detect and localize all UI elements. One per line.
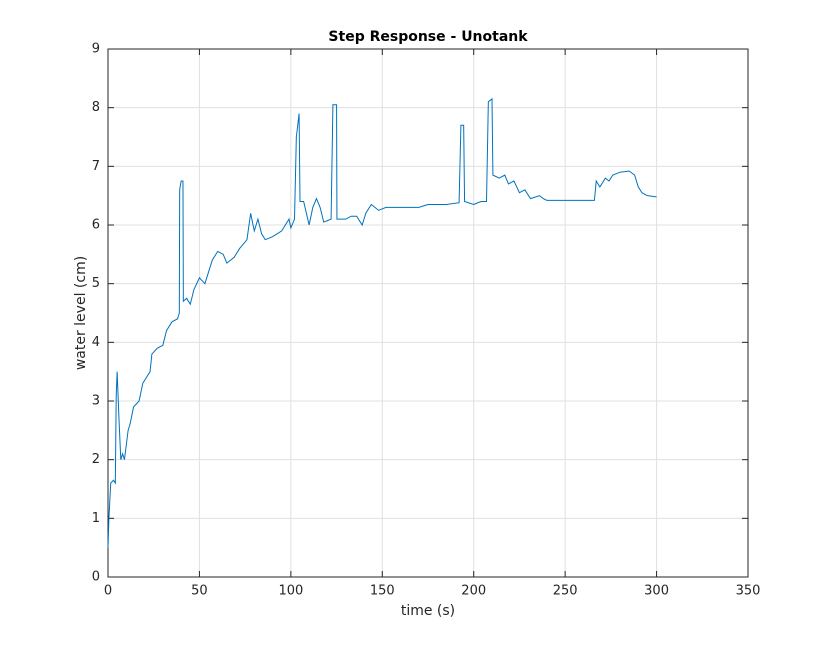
axes-frame bbox=[107, 48, 749, 578]
data-line bbox=[107, 97, 657, 548]
y-tick-label: 7 bbox=[92, 159, 100, 174]
x-axis-label: time (s) bbox=[401, 603, 455, 619]
y-tick-label: 1 bbox=[92, 511, 100, 526]
x-tick-label: 50 bbox=[191, 584, 208, 599]
x-tick-label: 350 bbox=[736, 584, 761, 599]
y-tick-label: 2 bbox=[92, 452, 100, 467]
y-tick-label: 4 bbox=[92, 335, 100, 350]
y-tick-label: 0 bbox=[92, 570, 100, 585]
x-tick-label: 0 bbox=[104, 584, 112, 599]
y-tick-label: 8 bbox=[92, 100, 100, 115]
y-tick-label: 5 bbox=[92, 276, 100, 291]
x-tick-label: 150 bbox=[370, 584, 395, 599]
y-tick-label: 6 bbox=[92, 218, 100, 233]
y-axis-label: water level (cm) bbox=[73, 256, 89, 370]
chart-title: Step Response - Unotank bbox=[328, 29, 528, 45]
x-tick-label: 250 bbox=[553, 584, 578, 599]
y-tick-label: 9 bbox=[92, 42, 100, 57]
x-tick-label: 100 bbox=[278, 584, 303, 599]
x-tick-label: 300 bbox=[644, 584, 669, 599]
x-tick-label: 200 bbox=[461, 584, 486, 599]
y-tick-label: 3 bbox=[92, 394, 100, 409]
